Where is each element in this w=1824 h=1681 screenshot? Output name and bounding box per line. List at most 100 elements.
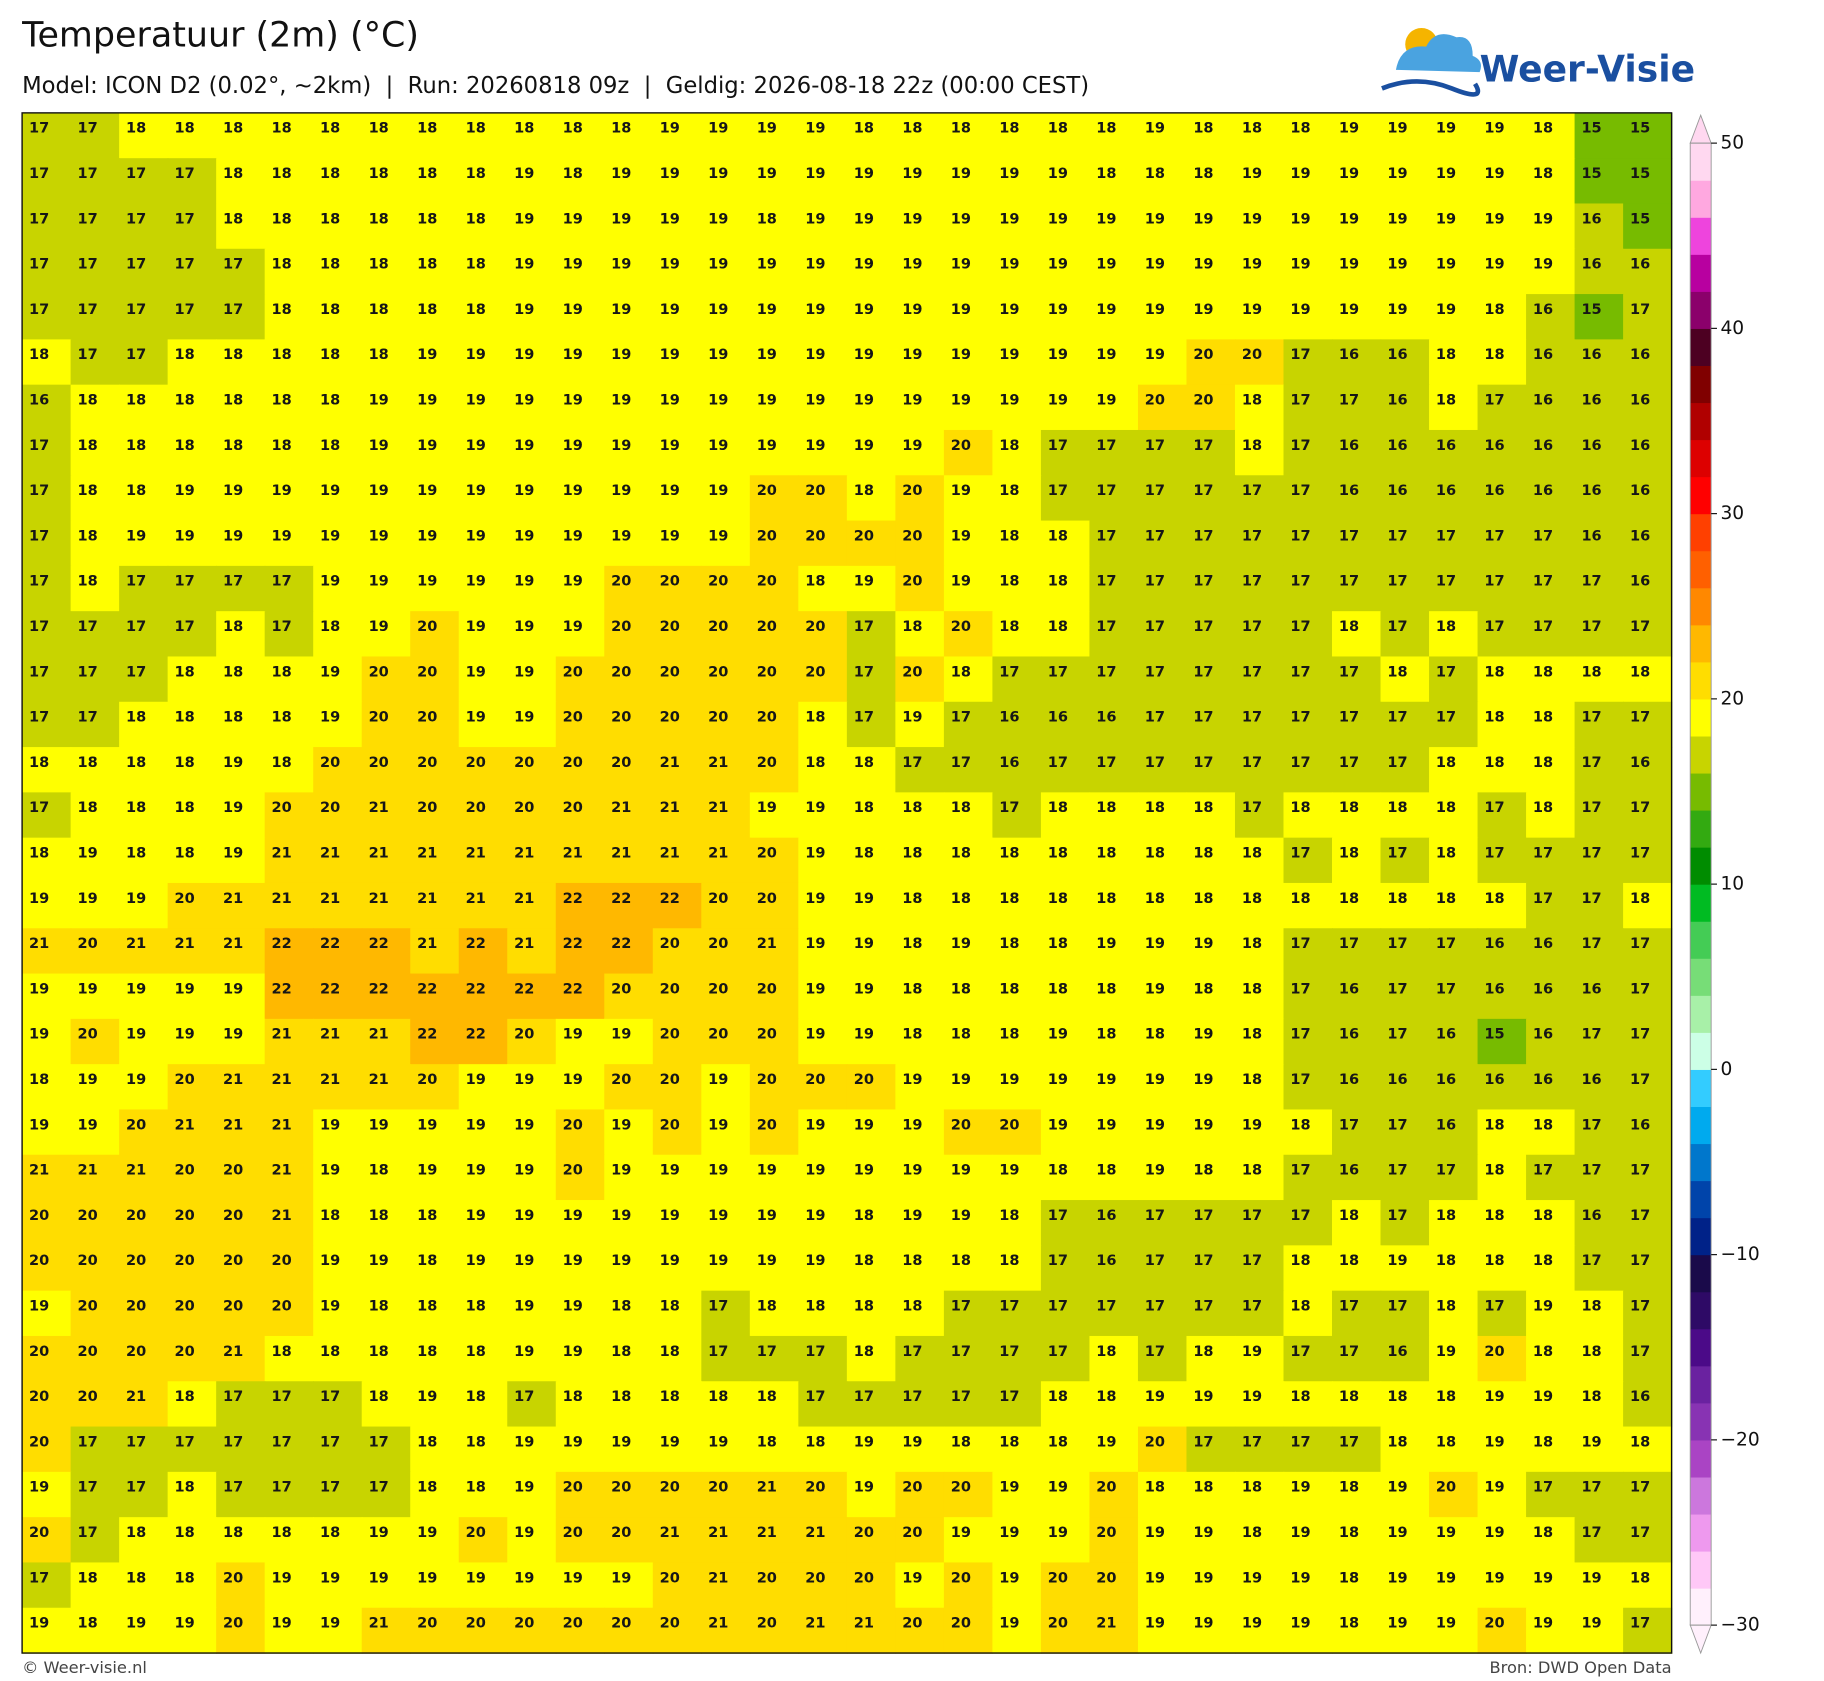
cell-value: 17: [1290, 1208, 1310, 1224]
cell-value: 19: [951, 528, 971, 544]
cell: [1186, 747, 1236, 794]
cell-value: 17: [757, 1344, 777, 1360]
cell-value: 17: [1387, 1299, 1407, 1315]
cell: [264, 520, 314, 567]
cell: [749, 882, 800, 929]
cell: [1234, 792, 1285, 839]
cell: [1234, 882, 1285, 929]
cell-value: 18: [466, 121, 486, 137]
cell-value: 19: [951, 1163, 971, 1179]
cell-value: 20: [757, 755, 777, 771]
cell-value: 19: [320, 1253, 340, 1269]
cell: [264, 973, 314, 1020]
cell: [798, 339, 848, 386]
cell-value: 17: [77, 664, 97, 680]
cell: [1526, 112, 1576, 159]
cell: [749, 475, 800, 522]
cell-value: 21: [223, 891, 243, 907]
cell: [846, 248, 897, 295]
cell-value: 17: [320, 1434, 340, 1450]
cell-value: 20: [29, 1253, 49, 1269]
cell-value: 17: [1193, 710, 1213, 726]
cell-value: 18: [77, 755, 97, 771]
cell-value: 19: [272, 1570, 292, 1586]
cell-value: 20: [660, 1117, 680, 1133]
cell: [22, 565, 72, 612]
cell: [22, 384, 72, 431]
cell: [22, 837, 72, 884]
cell-value: 18: [272, 302, 292, 318]
cell-value: 18: [223, 710, 243, 726]
cell: [1380, 928, 1430, 975]
cell-value: 19: [1484, 211, 1504, 227]
cell-value: 20: [29, 1525, 49, 1541]
cell-value: 20: [126, 1344, 146, 1360]
cell-value: 18: [1048, 891, 1068, 907]
cell: [895, 565, 945, 612]
cell: [604, 747, 654, 794]
cell-value: 19: [805, 347, 825, 363]
cell: [555, 656, 605, 703]
cell-value: 19: [660, 121, 680, 137]
cell: [458, 792, 508, 839]
cell-value: 17: [1096, 528, 1116, 544]
cell-value: 19: [999, 1570, 1019, 1586]
cell: [992, 701, 1042, 748]
cell-value: 18: [175, 800, 195, 816]
cell: [1089, 384, 1139, 431]
cell: [1234, 747, 1285, 794]
cell: [1137, 611, 1188, 658]
cell: [119, 611, 169, 658]
cell: [1429, 565, 1479, 612]
cell-value: 19: [514, 1570, 534, 1586]
cell-value: 21: [514, 936, 534, 952]
cell: [652, 158, 703, 205]
cell-value: 20: [77, 1389, 97, 1405]
cell-value: 19: [999, 211, 1019, 227]
cell-value: 19: [1193, 1072, 1213, 1088]
cell: [992, 747, 1042, 794]
cell-value: 20: [175, 1163, 195, 1179]
cell-value: 21: [29, 936, 49, 952]
cell-value: 17: [369, 1434, 389, 1450]
cell: [1574, 429, 1624, 476]
cell: [313, 792, 363, 839]
cell: [1283, 701, 1333, 748]
cell: [1574, 837, 1624, 884]
cell: [507, 882, 557, 929]
cell-value: 19: [369, 619, 389, 635]
cell: [1186, 928, 1236, 975]
cell: [216, 112, 266, 159]
cell-value: 22: [466, 981, 486, 997]
cell-value: 17: [175, 166, 195, 182]
cell-value: 22: [320, 936, 340, 952]
cell-value: 17: [1242, 574, 1262, 590]
cell-value: 19: [951, 166, 971, 182]
cell-value: 19: [1533, 1389, 1553, 1405]
cell: [1477, 565, 1527, 612]
cell: [458, 1018, 508, 1065]
cell-value: 21: [126, 1163, 146, 1179]
cell-value: 17: [175, 302, 195, 318]
cell: [749, 112, 800, 159]
cell: [1574, 565, 1624, 612]
cell-value: 18: [272, 211, 292, 227]
colorbar-segment: [1690, 365, 1712, 404]
cell-value: 18: [1436, 1299, 1456, 1315]
colorbar-tick-label: 20: [1720, 688, 1744, 709]
cell: [555, 1064, 605, 1111]
cell: [1332, 429, 1382, 476]
cell-value: 20: [369, 755, 389, 771]
cell-value: 18: [1242, 1480, 1262, 1496]
cell-value: 19: [999, 1525, 1019, 1541]
cell: [458, 203, 508, 250]
cell-value: 19: [126, 1027, 146, 1043]
cell: [22, 1018, 72, 1065]
cell-value: 18: [126, 710, 146, 726]
cell: [458, 112, 508, 159]
cell: [1089, 520, 1139, 567]
cell-value: 17: [1242, 800, 1262, 816]
cell: [70, 928, 120, 975]
cell: [1137, 928, 1188, 975]
cell-value: 19: [708, 257, 728, 273]
